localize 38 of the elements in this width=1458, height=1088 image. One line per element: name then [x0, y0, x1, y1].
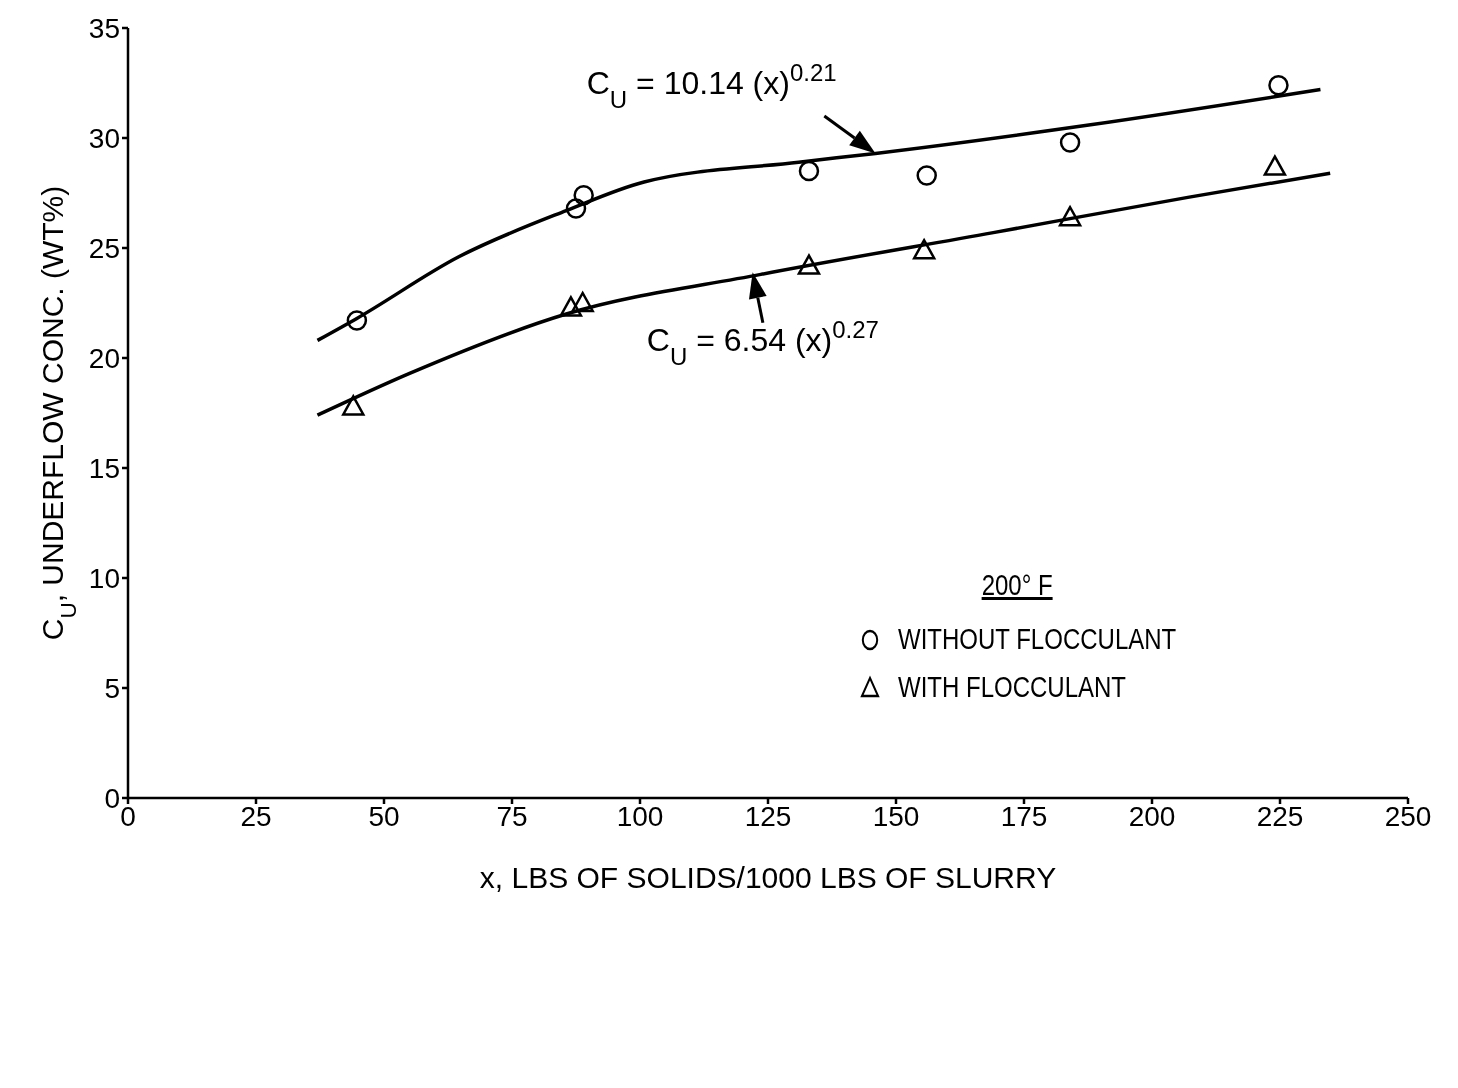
y-tick-label: 30 [88, 122, 120, 154]
point [798, 160, 820, 182]
legend-title: 200° F [980, 568, 1054, 602]
y-tick-label: 35 [88, 12, 120, 44]
x-tick-label: 100 [616, 800, 664, 832]
x-axis-title: x, LBS OF SOLIDS/1000 LBS OF SLURRY [479, 861, 1057, 894]
point [342, 395, 365, 416]
y-tick-label: 5 [104, 672, 120, 704]
point [346, 310, 368, 331]
x-tick-label: 200 [1128, 800, 1176, 832]
point [1268, 74, 1289, 96]
legend-label: WITHOUT FLOCCULANT [898, 622, 1177, 656]
annotation: C$_{U}$ = 10.14 (x)$^{0.21}$ [586, 58, 837, 113]
point [1263, 155, 1287, 176]
x-tick-label: 250 [1384, 800, 1432, 832]
x-tick-label: 25 [240, 800, 272, 832]
point [797, 254, 821, 275]
point [565, 198, 587, 219]
point [559, 296, 583, 317]
annotation: C$_{U}$ = 6.54 (x)$^{0.27}$ [646, 315, 879, 370]
y-tick-label: 25 [88, 232, 120, 264]
x-tick-label: 225 [1256, 800, 1304, 832]
x-tick-label: 125 [744, 800, 792, 832]
y-tick-label: 20 [88, 342, 120, 374]
point [1058, 205, 1082, 227]
x-tick-label: 150 [872, 800, 920, 832]
legend-label: WITH FLOCCULANT [898, 670, 1126, 704]
x-tick-label: 175 [1000, 800, 1048, 832]
point [912, 238, 936, 260]
y-tick-label: 15 [88, 452, 120, 484]
x-tick-label: 75 [496, 800, 528, 832]
x-tick-label: 50 [368, 800, 400, 832]
point [916, 165, 937, 186]
y-tick-label: 10 [88, 562, 120, 594]
point [571, 291, 594, 313]
line-series [315, 171, 1332, 417]
point [1059, 132, 1081, 153]
point [573, 184, 594, 206]
